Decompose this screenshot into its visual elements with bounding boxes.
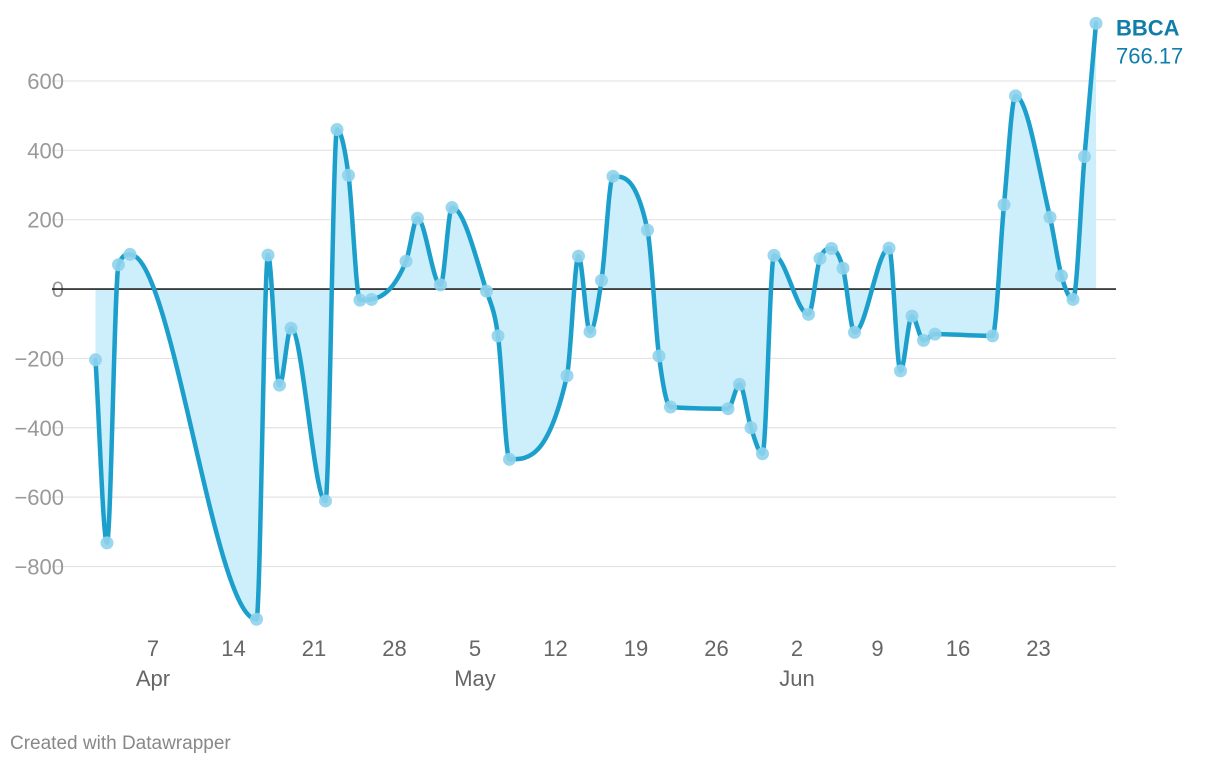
data-point: [1009, 89, 1022, 103]
data-point: [250, 612, 263, 626]
data-point: [100, 536, 114, 550]
x-tick-label: 12: [543, 636, 567, 661]
data-point: [848, 325, 861, 339]
data-point: [480, 284, 493, 298]
data-point: [733, 377, 746, 391]
series-bbca: BBCA 766.17: [52, 15, 1183, 626]
credit-text: Created with Datawrapper: [10, 733, 231, 754]
data-point: [353, 293, 367, 307]
data-point: [664, 400, 677, 414]
data-point: [112, 258, 125, 272]
y-tick-label: −800: [14, 555, 64, 580]
data-point: [273, 378, 286, 392]
y-tick-label: 200: [27, 208, 64, 233]
x-tick-label: 19: [624, 636, 648, 661]
data-point: [905, 309, 919, 323]
data-point: [802, 307, 815, 321]
data-point: [330, 123, 344, 137]
data-point: [560, 369, 574, 383]
data-point: [342, 168, 355, 182]
x-tick-label: 7: [147, 636, 159, 661]
data-point: [595, 273, 608, 287]
data-point: [261, 248, 275, 262]
data-point: [894, 364, 907, 378]
data-point: [836, 261, 850, 275]
data-point: [572, 249, 585, 263]
series-label-name: BBCA: [1116, 15, 1180, 40]
data-point: [583, 325, 597, 339]
x-tick-label: 16: [946, 636, 970, 661]
data-point: [503, 452, 516, 466]
data-point: [399, 254, 413, 268]
data-point: [123, 247, 137, 261]
x-tick-label: 28: [382, 636, 406, 661]
data-point: [986, 329, 999, 343]
data-point: [917, 333, 930, 347]
x-axis: 7 Apr 14 21 28 5 May 12 19 26 2 Jun 9 16 23: [136, 636, 1051, 691]
data-point: [652, 349, 666, 363]
data-point: [928, 327, 942, 341]
x-tick-label: 9: [871, 636, 883, 661]
y-tick-label: −200: [14, 346, 64, 371]
data-point: [813, 252, 827, 266]
data-points: [89, 16, 1103, 626]
y-tick-label: 600: [27, 69, 64, 94]
data-point: [1055, 269, 1068, 283]
data-point: [284, 321, 298, 335]
series-label-value: 766.17: [1116, 43, 1183, 68]
data-point: [767, 248, 781, 262]
y-tick-label: 400: [27, 138, 64, 163]
x-tick-label: 23: [1026, 636, 1050, 661]
data-point: [744, 421, 758, 435]
data-point: [1078, 150, 1091, 164]
data-point: [411, 211, 424, 225]
data-point: [434, 278, 447, 292]
data-point: [365, 292, 378, 306]
data-point: [319, 494, 332, 508]
y-tick-label: −400: [14, 416, 64, 441]
y-tick-label: −600: [14, 485, 64, 510]
data-point: [491, 329, 505, 343]
data-point: [997, 198, 1011, 212]
data-point: [1043, 210, 1057, 224]
x-month-label: Apr: [136, 666, 170, 691]
data-point: [825, 241, 838, 255]
data-point: [89, 353, 102, 367]
data-point: [606, 169, 620, 183]
data-point: [882, 241, 896, 255]
x-month-label: May: [454, 666, 496, 691]
data-point: [641, 223, 654, 237]
data-point: [756, 447, 769, 461]
data-point: [1089, 16, 1103, 30]
data-point: [445, 201, 459, 215]
data-point: [721, 402, 735, 416]
x-tick-label: 5: [469, 636, 481, 661]
data-point: [1066, 292, 1080, 306]
x-tick-label: 26: [704, 636, 728, 661]
x-tick-label: 2: [791, 636, 803, 661]
x-tick-label: 21: [302, 636, 326, 661]
x-month-label: Jun: [779, 666, 814, 691]
x-tick-label: 14: [221, 636, 245, 661]
